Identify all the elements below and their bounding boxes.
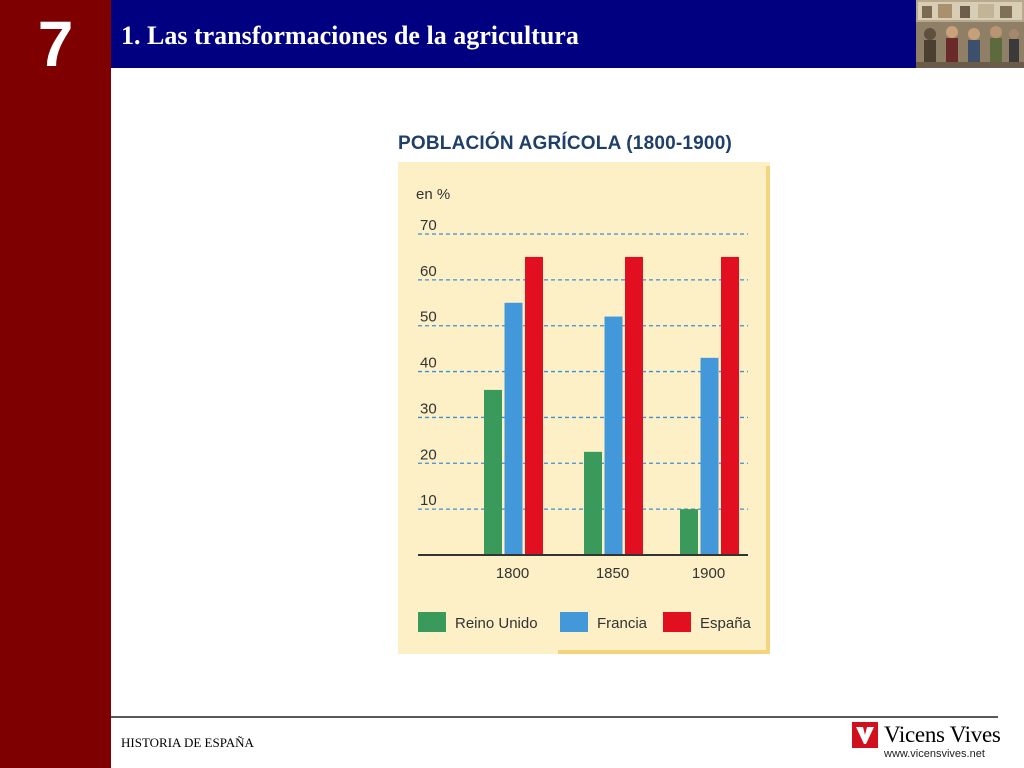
bar-francia-1850 — [604, 316, 623, 555]
y-tick-label: 20 — [420, 446, 437, 463]
bar-reino-unido-1850 — [584, 451, 602, 555]
x-tick-label: 1900 — [692, 565, 725, 582]
bar-espana-1900 — [721, 256, 739, 555]
bar-espana-1850 — [625, 256, 643, 555]
brand-name: Vicens Vives — [884, 722, 1001, 747]
legend-label: España — [700, 615, 752, 632]
y-tick-label: 40 — [420, 355, 437, 372]
y-tick-label: 50 — [420, 309, 437, 326]
bar-chart: en % 10 20 30 40 50 60 70 1800 1850 1900 Reino U… — [398, 162, 770, 654]
legend-label: Francia — [597, 615, 648, 632]
bars — [484, 256, 739, 555]
brand-url: www.vicensvives.net — [884, 748, 985, 760]
y-tick-labels: 10 20 30 40 50 60 70 — [420, 217, 437, 509]
bar-francia-1900 — [700, 357, 719, 555]
y-tick-label: 70 — [420, 217, 437, 234]
publisher-brand: Vicens Vives www.vicensvives.net — [852, 722, 1002, 768]
y-tick-label: 60 — [420, 263, 437, 280]
bar-reino-unido-1800 — [484, 389, 502, 555]
y-tick-label: 10 — [420, 492, 437, 509]
bar-francia-1800 — [504, 302, 523, 555]
footer-divider — [111, 716, 998, 718]
y-axis-unit-label: en % — [416, 186, 450, 203]
x-tick-label: 1850 — [596, 565, 629, 582]
x-tick-label: 1800 — [496, 565, 529, 582]
legend: Reino Unido Francia España — [418, 612, 752, 632]
legend-swatch — [663, 612, 691, 632]
header-illustration — [916, 0, 1024, 68]
vicens-vives-v-logo-icon — [852, 722, 878, 748]
legend-swatch — [418, 612, 446, 632]
legend-label: Reino Unido — [455, 615, 538, 632]
chart-title: POBLACIÓN AGRÍCOLA (1800-1900) — [398, 133, 732, 154]
y-tick-label: 30 — [420, 400, 437, 417]
chapter-sidebar: 7 — [0, 0, 111, 768]
slide-header: 1. Las transformaciones de la agricultur… — [111, 0, 916, 68]
footer-text: HISTORIA DE ESPAÑA — [121, 735, 254, 750]
bar-reino-unido-1900 — [680, 509, 698, 555]
chapter-number: 7 — [37, 8, 74, 80]
bar-espana-1800 — [525, 256, 543, 555]
x-tick-labels: 1800 1850 1900 — [496, 565, 725, 582]
slide-title: 1. Las transformaciones de la agricultur… — [121, 21, 579, 50]
legend-swatch — [560, 612, 588, 632]
